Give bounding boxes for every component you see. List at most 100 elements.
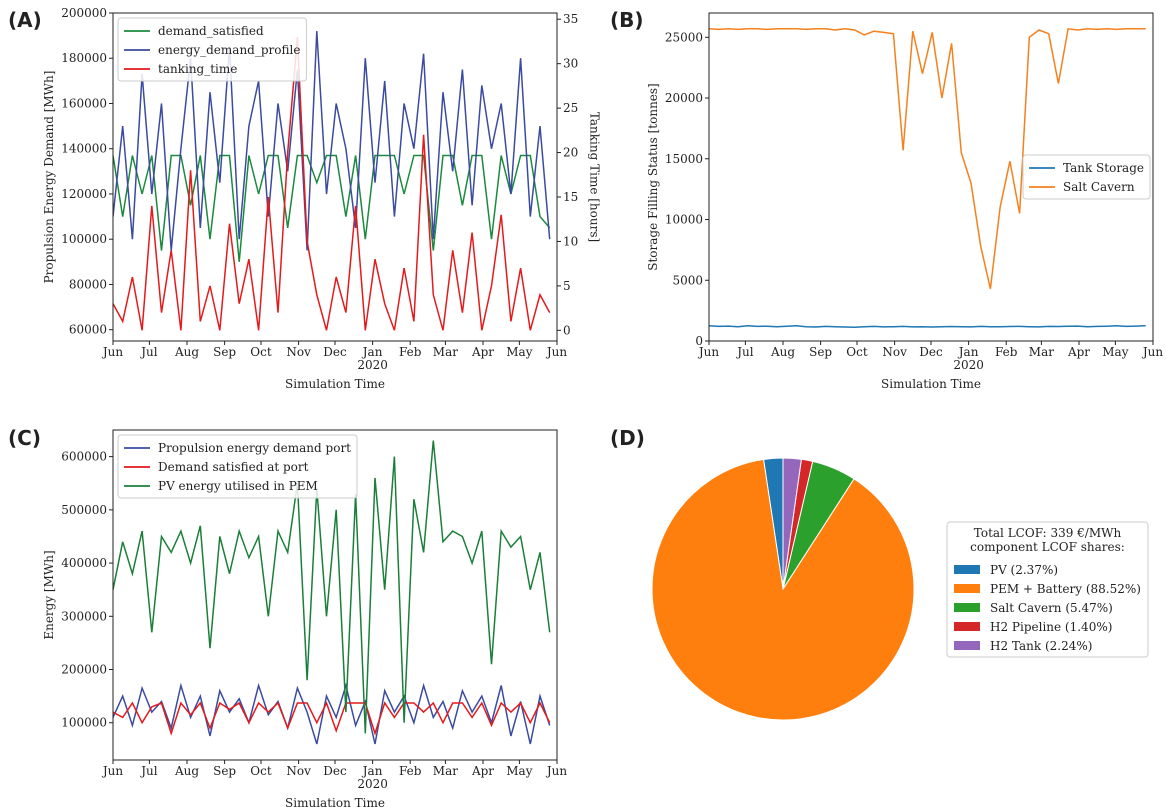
y2-tick-label: 5 <box>563 279 571 293</box>
series-line <box>113 31 551 251</box>
series-line <box>113 701 551 736</box>
y-tick-label: 20000 <box>665 91 703 105</box>
legend: demand_satisfied energy_demand_profiletan… <box>117 17 307 82</box>
x-tick-label: Dec <box>323 764 347 778</box>
legend-swatch <box>954 565 980 574</box>
y2-tick-label: 25 <box>563 101 578 115</box>
x-tick-label: Oct <box>250 345 272 359</box>
plot-frame <box>112 429 558 761</box>
legend-label: PV (2.37%) <box>990 563 1058 577</box>
x-year-label: 2020 <box>357 777 388 791</box>
x-year-label: 2020 <box>357 358 388 372</box>
y-tick-label: 180000 <box>61 51 107 65</box>
y-tick-label: 200000 <box>61 6 107 20</box>
x-tick-label: Nov <box>882 345 907 359</box>
x-tick-label: Mar <box>433 345 458 359</box>
legend-label: PV energy utilised in PEM <box>158 479 318 493</box>
y-axis-label: Propulsion Energy Demand [MWh] <box>42 71 56 284</box>
legend: Tank Storage Salt Cavern <box>1022 154 1151 200</box>
x-tick-label: Sep <box>213 345 236 359</box>
y-tick-label: 60000 <box>69 323 107 337</box>
legend-label: tanking_time <box>158 62 237 76</box>
x-tick-label: Jul <box>139 345 158 359</box>
series-line <box>709 27 1146 289</box>
x-tick-label: Oct <box>250 764 272 778</box>
legend-swatch <box>954 584 980 593</box>
x-tick-label: Jan <box>957 345 979 359</box>
legend-swatch <box>954 603 980 612</box>
legend-title: Total LCOF: 339 €/MWh <box>974 526 1122 540</box>
x-axis-label: Simulation Time <box>285 796 385 810</box>
x-tick-label: Jun <box>101 345 124 359</box>
y-tick-label: 140000 <box>61 142 107 156</box>
x-tick-label: Apr <box>1067 345 1090 359</box>
x-tick-label: Sep <box>213 764 236 778</box>
series-line <box>113 440 551 734</box>
panel-label: (B) <box>610 8 644 32</box>
x-tick-label: Feb <box>399 345 422 359</box>
series-line <box>113 682 551 745</box>
legend-label: energy_demand_profile <box>158 43 300 57</box>
y-tick-label: 100000 <box>61 716 107 730</box>
x-tick-label: Feb <box>995 345 1018 359</box>
x-tick-label: Mar <box>433 764 458 778</box>
y-tick-label: 10000 <box>665 213 703 227</box>
y-axis-label: Energy [MWh] <box>42 550 56 639</box>
x-tick-label: May <box>1102 345 1128 359</box>
x-tick-label: Jul <box>735 345 754 359</box>
legend-label: Demand satisfied at port <box>158 460 309 474</box>
y-tick-label: 0 <box>695 334 703 348</box>
legend-label: Tank Storage <box>1063 161 1144 175</box>
x-axis-label: Simulation Time <box>285 377 385 391</box>
y-tick-label: 80000 <box>69 277 107 291</box>
legend-label: H2 Tank (2.24%) <box>990 639 1092 653</box>
x-tick-label: Aug <box>174 764 199 778</box>
x-tick-label: Jun <box>1141 345 1164 359</box>
y2-tick-label: 10 <box>563 234 578 248</box>
y-tick-label: 500000 <box>61 503 107 517</box>
y-tick-label: 5000 <box>672 273 703 287</box>
y2-axis-label: Tanking Time [hours] <box>587 112 601 242</box>
x-tick-label: Mar <box>1029 345 1054 359</box>
legend-title: component LCOF shares: <box>970 540 1125 554</box>
x-tick-label: Jun <box>697 345 720 359</box>
y-tick-label: 600000 <box>61 450 107 464</box>
y-tick-label: 200000 <box>61 663 107 677</box>
x-tick-label: Aug <box>174 345 199 359</box>
x-tick-label: Oct <box>846 345 868 359</box>
x-tick-label: Jun <box>101 764 124 778</box>
legend-box <box>117 17 307 82</box>
y2-tick-label: 20 <box>563 146 578 160</box>
series-line <box>709 324 1146 329</box>
panel-label: (D) <box>610 426 645 450</box>
y2-tick-label: 30 <box>563 57 578 71</box>
y-tick-label: 160000 <box>61 96 107 110</box>
x-tick-label: Feb <box>399 764 422 778</box>
pie-slice <box>651 458 915 721</box>
pie-slice <box>782 457 802 590</box>
legend-label: Salt Cavern <box>1063 180 1135 194</box>
x-tick-label: Nov <box>286 345 311 359</box>
panel-label: (A) <box>8 8 42 32</box>
x-tick-label: Dec <box>323 345 347 359</box>
legend-swatch <box>954 622 980 631</box>
panel-label: (C) <box>8 426 41 450</box>
x-tick-label: Apr <box>471 764 494 778</box>
x-tick-label: Jan <box>361 345 383 359</box>
legend: Propulsion energy demand port Demand sati… <box>117 434 358 499</box>
plot-frame <box>708 12 1154 342</box>
legend-label: Propulsion energy demand port <box>158 441 351 455</box>
x-tick-label: Nov <box>286 764 311 778</box>
y-axis-label: Storage Filling Status [tonnes] <box>646 83 660 271</box>
x-tick-label: Jun <box>545 764 568 778</box>
y2-tick-label: 15 <box>563 190 578 204</box>
x-tick-label: May <box>506 764 532 778</box>
legend-label: Salt Cavern (5.47%) <box>990 601 1113 615</box>
y2-tick-label: 0 <box>563 323 571 337</box>
y-tick-label: 100000 <box>61 232 107 246</box>
y-tick-label: 300000 <box>61 609 107 623</box>
x-tick-label: Apr <box>471 345 494 359</box>
legend-box <box>946 521 1149 658</box>
